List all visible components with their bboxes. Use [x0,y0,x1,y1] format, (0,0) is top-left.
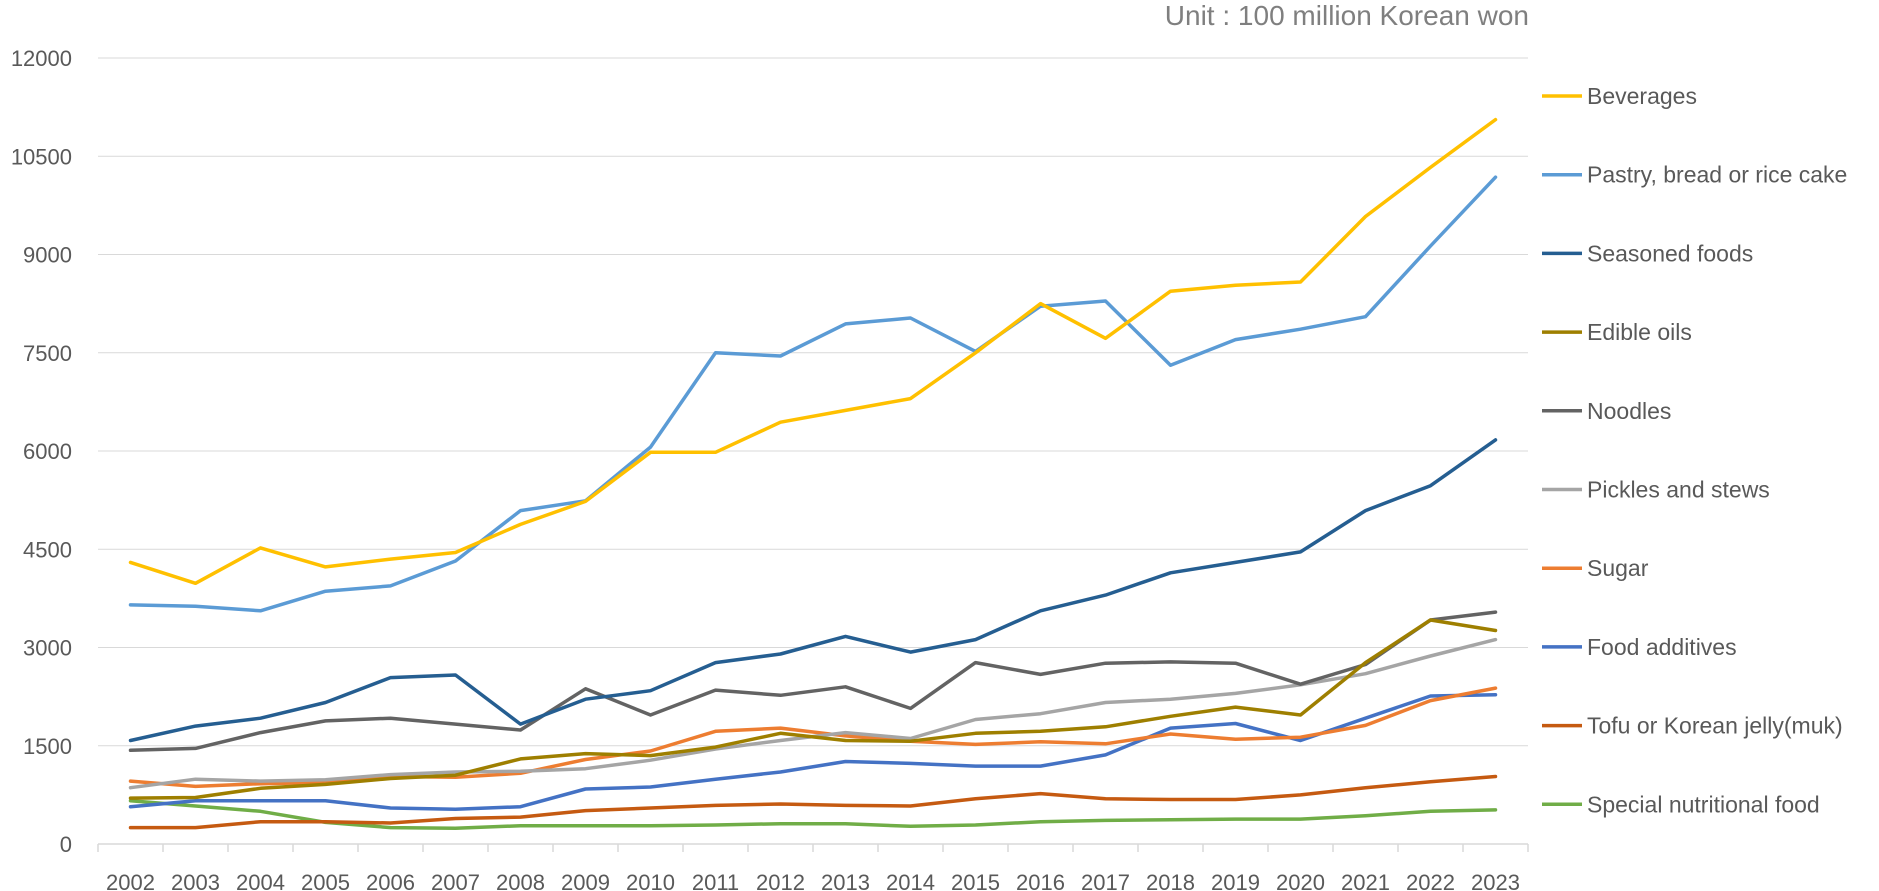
legend-label: Edible oils [1587,319,1692,345]
legend-label: Noodles [1587,398,1671,424]
legend-item: Pastry, bread or rice cake [1542,162,1847,188]
x-tick-label: 2006 [366,870,415,891]
y-tick-label: 10500 [11,144,72,169]
legend-item: Beverages [1542,83,1697,109]
x-tick-label: 2012 [756,870,805,891]
x-axis-ticks: 2002 2003 2004 2005 2006 2007 2008 2009 2010 2011… [106,870,1520,891]
legend-item: Seasoned foods [1542,240,1753,266]
series-line-sugar [128,686,1498,789]
x-tick-label: 2008 [496,870,545,891]
legend-label: Beverages [1587,83,1697,109]
x-tick-label: 2021 [1341,870,1390,891]
x-tick-label: 2011 [692,870,739,891]
y-tick-label: 3000 [23,636,72,661]
x-tick-label: 2017 [1081,870,1130,891]
legend-item: Tofu or Korean jelly(muk) [1542,713,1843,739]
y-tick-label: 0 [60,832,72,857]
legend-label: Pickles and stews [1587,477,1770,503]
gridlines [98,57,1528,747]
x-tick-label: 2023 [1471,870,1520,891]
x-tick-label: 2009 [561,870,610,891]
legend-item: Special nutritional food [1542,791,1820,817]
legend-label: Food additives [1587,634,1737,660]
legend-label: Sugar [1587,555,1649,581]
series-line-pastry-bread-or-rice-cake [128,175,1498,613]
x-tick-label: 2013 [821,870,870,891]
legend-label: Tofu or Korean jelly(muk) [1587,713,1843,739]
x-tick-label: 2019 [1211,870,1260,891]
unit-note: Unit : 100 million Korean won [1164,0,1529,31]
x-tick-label: 2016 [1016,870,1065,891]
x-tick-label: 2010 [626,870,675,891]
x-axis [97,843,1529,852]
y-tick-label: 6000 [23,439,72,464]
x-tick-label: 2003 [171,870,220,891]
y-tick-label: 7500 [23,341,72,366]
y-tick-label: 4500 [23,537,72,562]
series-line-noodles [128,610,1498,753]
y-tick-label: 9000 [23,243,72,268]
series-lines [128,117,1498,831]
y-tick-label: 12000 [11,46,72,71]
x-tick-label: 2022 [1406,870,1455,891]
series-line-seasoned-foods [128,438,1498,743]
legend-item: Food additives [1542,634,1737,660]
legend-label: Pastry, bread or rice cake [1587,162,1847,188]
series-line-beverages [128,117,1498,586]
legend-item: Noodles [1542,398,1671,424]
legend-label: Special nutritional food [1587,791,1820,817]
legend-label: Seasoned foods [1587,240,1753,266]
x-tick-label: 2014 [886,870,935,891]
legend-item: Edible oils [1542,319,1692,345]
series-line-tofu-or-korean-jelly-muk [128,774,1498,830]
x-tick-label: 2005 [301,870,350,891]
y-tick-label: 1500 [23,734,72,759]
x-tick-label: 2007 [431,870,480,891]
x-tick-label: 2002 [106,870,155,891]
x-tick-label: 2004 [236,870,285,891]
series-line-food-additives [128,692,1498,812]
series-line-edible-oils [128,618,1498,800]
y-axis-ticks: 0 1500 3000 4500 6000 7500 9000 10500 12000 [11,46,72,857]
x-tick-label: 2015 [951,870,1000,891]
x-tick-label: 2018 [1146,870,1195,891]
legend-item: Sugar [1542,555,1649,581]
x-tick-label: 2020 [1276,870,1325,891]
series-line-special-nutritional-food [128,799,1498,831]
legend: Beverages Pastry, bread or rice cake Seaso… [1542,83,1847,817]
legend-item: Pickles and stews [1542,477,1770,503]
